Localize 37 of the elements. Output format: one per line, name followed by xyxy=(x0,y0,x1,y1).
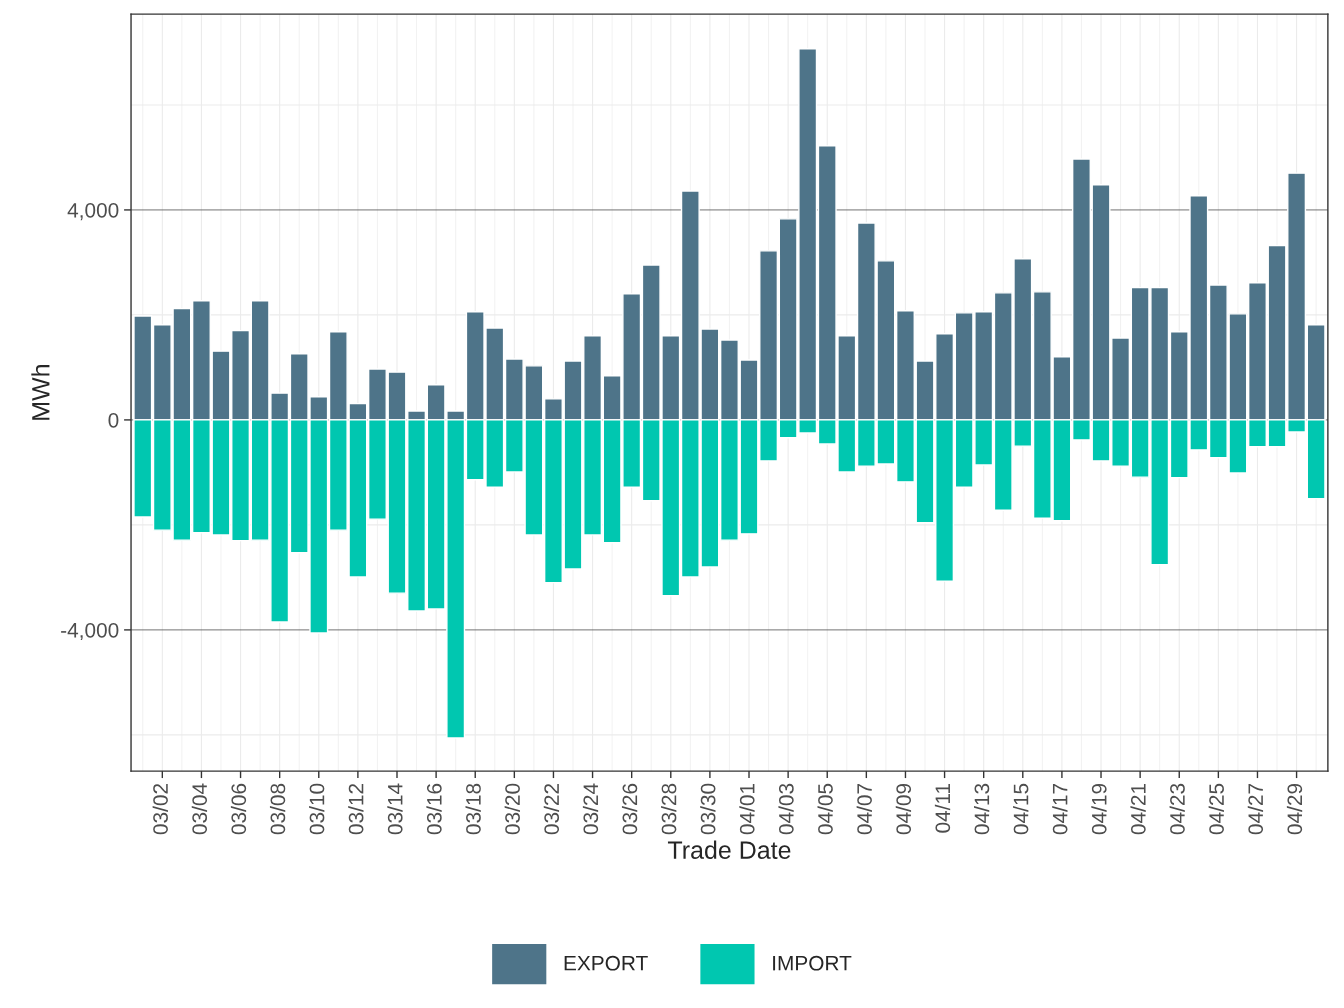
x-tick-label: 04/09 xyxy=(895,783,912,835)
x-tick-label: 04/15 xyxy=(1013,783,1029,835)
x-tick-label: 03/06 xyxy=(230,783,247,835)
x-tick-label: 04/27 xyxy=(1247,783,1264,835)
x-tick-label: 03/28 xyxy=(661,783,677,835)
legend-label: EXPORT xyxy=(564,955,648,971)
y-tick-label: 4,000 xyxy=(67,202,119,221)
x-tick-label: 03/14 xyxy=(387,783,403,835)
x-tick-label: 04/17 xyxy=(1052,783,1068,835)
x-tick-label: 03/18 xyxy=(465,783,481,835)
x-tick-label: 04/13 xyxy=(973,783,990,835)
x-tick-label: 03/26 xyxy=(621,783,638,835)
x-tick-label: 04/05 xyxy=(817,783,833,835)
x-tick-label: 04/21 xyxy=(1130,783,1146,835)
x-axis-title: Trade Date xyxy=(667,840,791,859)
x-tick-label: 03/12 xyxy=(348,783,364,835)
legend-label: IMPORT xyxy=(773,955,852,971)
x-tick-label: 03/20 xyxy=(504,783,520,835)
x-tick-label: 04/07 xyxy=(856,783,872,835)
x-tick-label: 03/24 xyxy=(582,783,599,835)
x-tick-label: 04/11 xyxy=(934,783,951,833)
x-tick-label: 03/08 xyxy=(269,783,286,835)
x-tick-label: 04/03 xyxy=(778,783,794,835)
x-tick-label: 03/10 xyxy=(309,783,325,835)
x-tick-label: 03/04 xyxy=(191,783,208,835)
x-tick-label: 03/02 xyxy=(152,783,168,835)
x-tick-label: 03/30 xyxy=(700,783,716,835)
x-tick-label: 04/23 xyxy=(1169,783,1185,835)
x-tick-label: 03/22 xyxy=(543,783,560,835)
y-axis-title: MWh xyxy=(31,365,50,420)
y-tick-label: 0 xyxy=(108,412,119,428)
x-tick-label: 03/16 xyxy=(426,783,442,835)
x-tick-label: 04/29 xyxy=(1286,783,1303,835)
x-tick-label: 04/19 xyxy=(1091,783,1107,835)
x-tick-label: 04/25 xyxy=(1208,783,1224,835)
y-tick-label: -4,000 xyxy=(61,622,119,641)
x-tick-label: 04/01 xyxy=(739,783,755,835)
